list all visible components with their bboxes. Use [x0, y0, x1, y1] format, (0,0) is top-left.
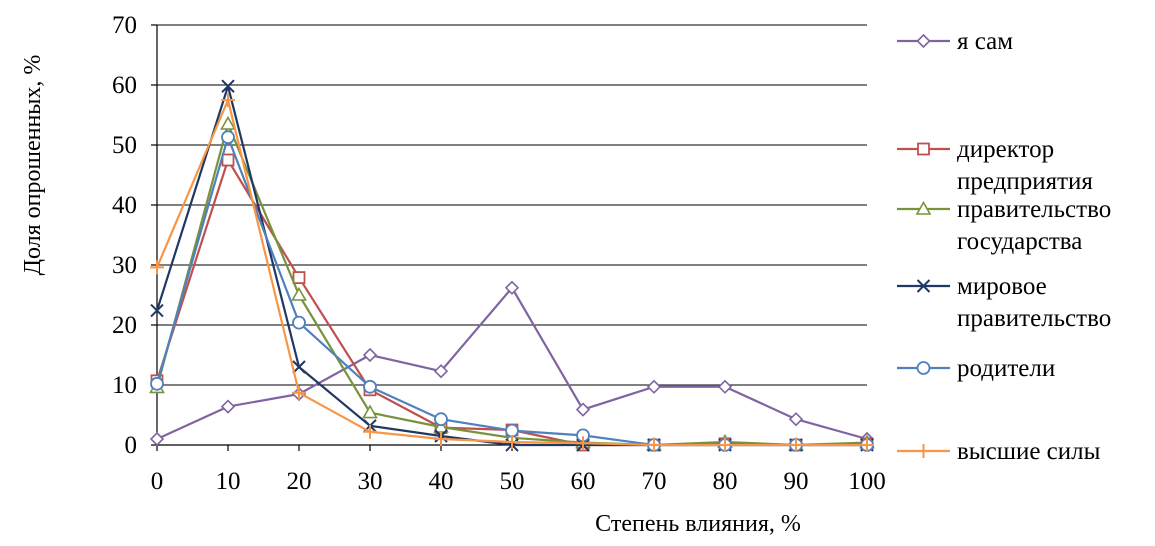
- series-line: [155, 85, 867, 447]
- x-tick-label: 30: [358, 468, 383, 495]
- x-axis-title: Степень влияния, %: [595, 511, 801, 537]
- x-tick-label: 50: [500, 468, 525, 495]
- data-point: [575, 402, 591, 417]
- legend-label: директор предприятия: [957, 136, 1093, 195]
- data-point: [647, 438, 661, 452]
- y-tick-label: 70: [112, 12, 137, 39]
- series-1: [149, 280, 875, 447]
- legend-label: правительство государства: [957, 196, 1111, 255]
- y-tick-label: 20: [112, 312, 137, 339]
- data-point: [220, 399, 236, 414]
- series-4: [150, 79, 874, 452]
- legend-entry-5: родители: [897, 355, 1055, 382]
- series-line: [155, 98, 867, 447]
- data-point: [292, 385, 306, 400]
- data-point: [150, 260, 164, 275]
- data-point: [788, 412, 804, 427]
- data-point: [150, 303, 164, 318]
- y-tick-label: 60: [112, 72, 137, 99]
- data-point: [363, 424, 377, 439]
- data-point: [860, 438, 874, 452]
- legend-entry-6: высшие силы: [897, 438, 1101, 465]
- legend-entry-3: правительство государства: [897, 196, 1111, 255]
- data-point: [292, 360, 306, 374]
- data-point: [220, 115, 236, 130]
- data-point: [504, 280, 520, 295]
- data-point: [221, 79, 235, 93]
- y-tick-label: 50: [112, 132, 137, 159]
- y-tick-label: 0: [125, 432, 138, 459]
- legend-label: высшие силы: [957, 438, 1101, 465]
- data-point: [292, 315, 306, 330]
- legend-swatch-marker: [916, 279, 931, 293]
- data-point: [717, 379, 733, 394]
- x-tick-label: 0: [151, 468, 164, 495]
- data-point: [789, 438, 803, 452]
- y-tick-label: 10: [112, 372, 137, 399]
- x-tick-label: 20: [287, 468, 312, 495]
- legend-label: мировое правительство: [957, 273, 1111, 332]
- legend-swatch-marker: [916, 444, 931, 458]
- data-point: [434, 412, 448, 427]
- grid-lines: [157, 24, 867, 386]
- legend-entry-1: я сам: [897, 28, 1013, 55]
- series-line: [156, 286, 868, 441]
- data-point: [363, 379, 377, 394]
- data-point: [149, 431, 165, 447]
- x-tick-label: 40: [429, 468, 454, 495]
- legend-swatch-marker: [917, 142, 930, 156]
- y-axis-title: Доля опрошенных, %: [20, 55, 46, 276]
- data-point: [505, 423, 519, 438]
- x-tick-label: 80: [713, 468, 738, 495]
- series-6: [150, 93, 874, 452]
- data-point: [362, 347, 378, 363]
- data-point: [150, 376, 164, 391]
- legend-entry-2: директор предприятия: [897, 136, 1093, 195]
- data-point: [576, 436, 590, 451]
- x-tick-label: 90: [784, 468, 809, 495]
- data-point: [505, 435, 519, 449]
- series-layer: [149, 79, 875, 452]
- data-point: [291, 286, 307, 301]
- y-tick-label: 40: [112, 192, 137, 219]
- y-tick-label: 30: [112, 252, 137, 279]
- x-tick-labels: 0 10 20 30 40 50 60 70 80 90 100: [151, 468, 886, 495]
- x-tick-label: 60: [571, 468, 596, 495]
- legend-label: я сам: [957, 28, 1013, 55]
- data-point: [362, 404, 378, 419]
- x-tick-label: 70: [642, 468, 667, 495]
- legend-entry-4: мировое правительство: [897, 273, 1111, 332]
- data-point: [718, 438, 732, 452]
- data-point: [433, 364, 449, 379]
- legend-swatch-marker: [916, 361, 931, 375]
- x-tick-label: 10: [216, 468, 241, 495]
- data-point: [221, 93, 235, 107]
- data-point: [221, 153, 235, 167]
- legend-label: родители: [957, 355, 1055, 382]
- y-tick-labels: 0 10 20 30 40 50 60 70: [112, 12, 137, 459]
- legend-swatch-marker: [915, 200, 932, 215]
- axes: [151, 24, 868, 451]
- data-point: [434, 432, 448, 446]
- data-point: [646, 379, 662, 394]
- x-tick-label: 100: [848, 468, 886, 495]
- data-point: [221, 130, 235, 145]
- data-point: [292, 271, 306, 285]
- legend-swatch-marker: [916, 33, 931, 49]
